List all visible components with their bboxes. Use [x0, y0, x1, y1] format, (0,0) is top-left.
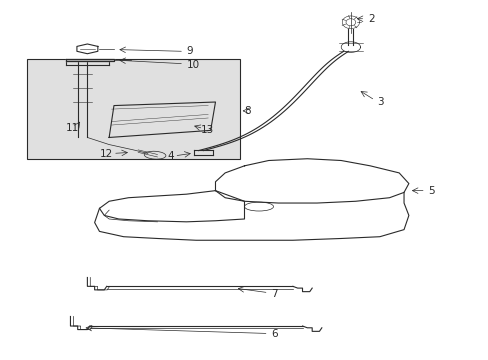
Text: 12: 12	[100, 149, 113, 159]
Text: 5: 5	[427, 186, 434, 195]
Text: 2: 2	[367, 14, 374, 24]
Bar	[27, 59, 239, 159]
Text: 7: 7	[270, 289, 277, 299]
Text: 8: 8	[244, 106, 251, 116]
Text: 11: 11	[66, 122, 80, 132]
Text: 6: 6	[270, 329, 277, 339]
Text: 10: 10	[186, 60, 199, 70]
Text: 4: 4	[167, 151, 173, 161]
Text: 13: 13	[201, 125, 214, 135]
Text: 3: 3	[377, 97, 383, 107]
Text: 9: 9	[186, 46, 193, 56]
